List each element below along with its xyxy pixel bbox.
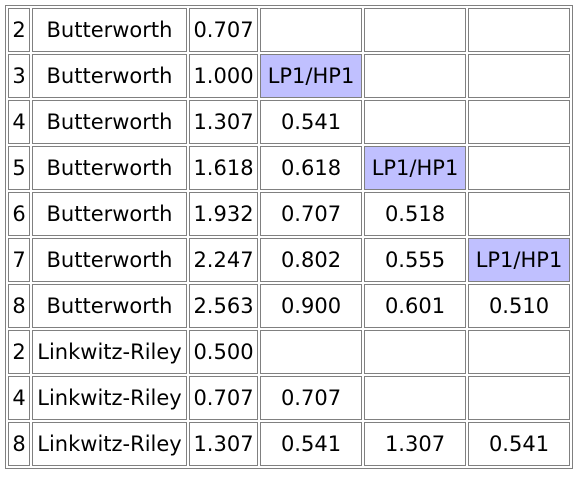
filter-type-cell: Butterworth (32, 100, 187, 144)
table-row: 6 Butterworth 1.932 0.707 0.518 (8, 192, 570, 236)
q4-cell (468, 8, 570, 52)
filter-type-cell: Butterworth (32, 284, 187, 328)
table-row: 2 Butterworth 0.707 (8, 8, 570, 52)
q4-cell: 0.510 (468, 284, 570, 328)
table-row: 4 Linkwitz-Riley 0.707 0.707 (8, 376, 570, 420)
filter-type-cell: Butterworth (32, 192, 187, 236)
filter-q-table: 2 Butterworth 0.707 3 Butterworth 1.000 … (5, 5, 573, 469)
table-row: 5 Butterworth 1.618 0.618 LP1/HP1 (8, 146, 570, 190)
order-cell: 2 (8, 8, 30, 52)
q3-cell (364, 8, 466, 52)
q3-cell (364, 376, 466, 420)
filter-q-table-container: 2 Butterworth 0.707 3 Butterworth 1.000 … (5, 5, 573, 469)
order-cell: 4 (8, 376, 30, 420)
q3-cell: 0.518 (364, 192, 466, 236)
filter-type-cell: Butterworth (32, 8, 187, 52)
q1-cell: 2.247 (189, 238, 258, 282)
order-cell: 8 (8, 422, 30, 466)
order-cell: 6 (8, 192, 30, 236)
q1-cell: 0.707 (189, 376, 258, 420)
q4-cell (468, 100, 570, 144)
q1-cell: 0.500 (189, 330, 258, 374)
q4-cell: 0.541 (468, 422, 570, 466)
q2-cell: 0.707 (260, 192, 362, 236)
q3-cell (364, 330, 466, 374)
q2-cell-highlighted: LP1/HP1 (260, 54, 362, 98)
q4-cell-highlighted: LP1/HP1 (468, 238, 570, 282)
order-cell: 4 (8, 100, 30, 144)
q2-cell (260, 8, 362, 52)
q1-cell: 1.932 (189, 192, 258, 236)
table-row: 2 Linkwitz-Riley 0.500 (8, 330, 570, 374)
q1-cell: 1.307 (189, 100, 258, 144)
q1-cell: 0.707 (189, 8, 258, 52)
filter-type-cell: Butterworth (32, 238, 187, 282)
q4-cell (468, 376, 570, 420)
q4-cell (468, 192, 570, 236)
q1-cell: 1.618 (189, 146, 258, 190)
filter-type-cell: Linkwitz-Riley (32, 330, 187, 374)
table-row: 3 Butterworth 1.000 LP1/HP1 (8, 54, 570, 98)
table-row: 8 Linkwitz-Riley 1.307 0.541 1.307 0.541 (8, 422, 570, 466)
order-cell: 8 (8, 284, 30, 328)
order-cell: 2 (8, 330, 30, 374)
filter-type-cell: Linkwitz-Riley (32, 376, 187, 420)
q1-cell: 1.307 (189, 422, 258, 466)
q3-cell: 0.555 (364, 238, 466, 282)
q2-cell: 0.802 (260, 238, 362, 282)
order-cell: 7 (8, 238, 30, 282)
q3-cell: 1.307 (364, 422, 466, 466)
q3-cell: 0.601 (364, 284, 466, 328)
filter-type-cell: Butterworth (32, 54, 187, 98)
q2-cell: 0.900 (260, 284, 362, 328)
table-row: 7 Butterworth 2.247 0.802 0.555 LP1/HP1 (8, 238, 570, 282)
q1-cell: 1.000 (189, 54, 258, 98)
q2-cell: 0.541 (260, 422, 362, 466)
order-cell: 3 (8, 54, 30, 98)
q3-cell (364, 54, 466, 98)
table-body: 2 Butterworth 0.707 3 Butterworth 1.000 … (8, 8, 570, 466)
q2-cell: 0.618 (260, 146, 362, 190)
q2-cell (260, 330, 362, 374)
q3-cell (364, 100, 466, 144)
filter-type-cell: Linkwitz-Riley (32, 422, 187, 466)
q4-cell (468, 146, 570, 190)
q4-cell (468, 54, 570, 98)
q1-cell: 2.563 (189, 284, 258, 328)
q3-cell-highlighted: LP1/HP1 (364, 146, 466, 190)
table-row: 8 Butterworth 2.563 0.900 0.601 0.510 (8, 284, 570, 328)
filter-type-cell: Butterworth (32, 146, 187, 190)
order-cell: 5 (8, 146, 30, 190)
q2-cell: 0.541 (260, 100, 362, 144)
q2-cell: 0.707 (260, 376, 362, 420)
table-row: 4 Butterworth 1.307 0.541 (8, 100, 570, 144)
q4-cell (468, 330, 570, 374)
